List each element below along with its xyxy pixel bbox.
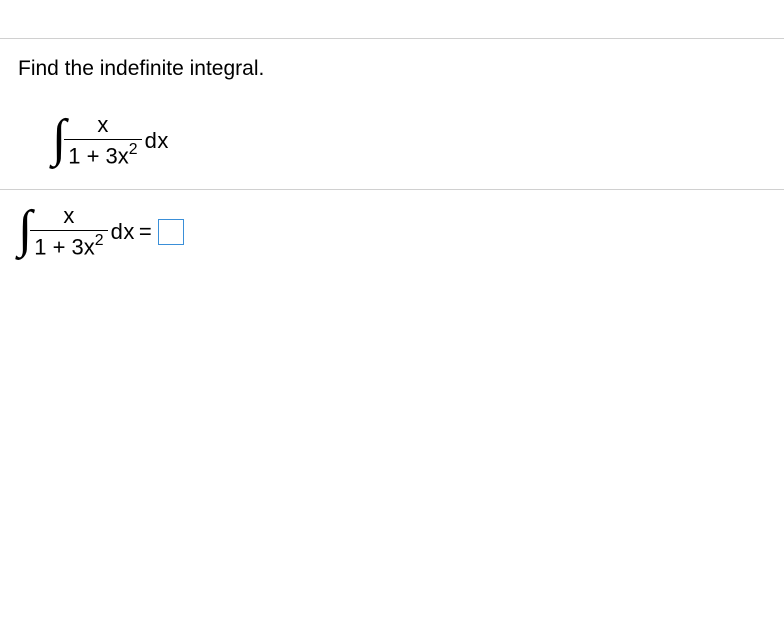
answer-input-box[interactable] — [158, 219, 184, 245]
numerator: x — [93, 113, 112, 139]
differential: dx — [145, 128, 169, 154]
denominator: 1 + 3x2 — [30, 230, 107, 260]
problem-prompt: Find the indefinite integral. — [0, 39, 784, 99]
equals-sign: = — [139, 219, 152, 245]
fraction: x 1 + 3x2 — [64, 113, 141, 169]
integral-sign: ∫ — [52, 113, 66, 165]
integral-expression-given: ∫ x 1 + 3x2 dx — [0, 99, 784, 189]
numerator: x — [59, 204, 78, 230]
differential: dx — [111, 219, 135, 245]
denominator: 1 + 3x2 — [64, 139, 141, 169]
integral-expression-answer-line: ∫ x 1 + 3x2 dx = — [0, 190, 784, 280]
fraction: x 1 + 3x2 — [30, 204, 107, 260]
integral-sign: ∫ — [18, 204, 32, 256]
